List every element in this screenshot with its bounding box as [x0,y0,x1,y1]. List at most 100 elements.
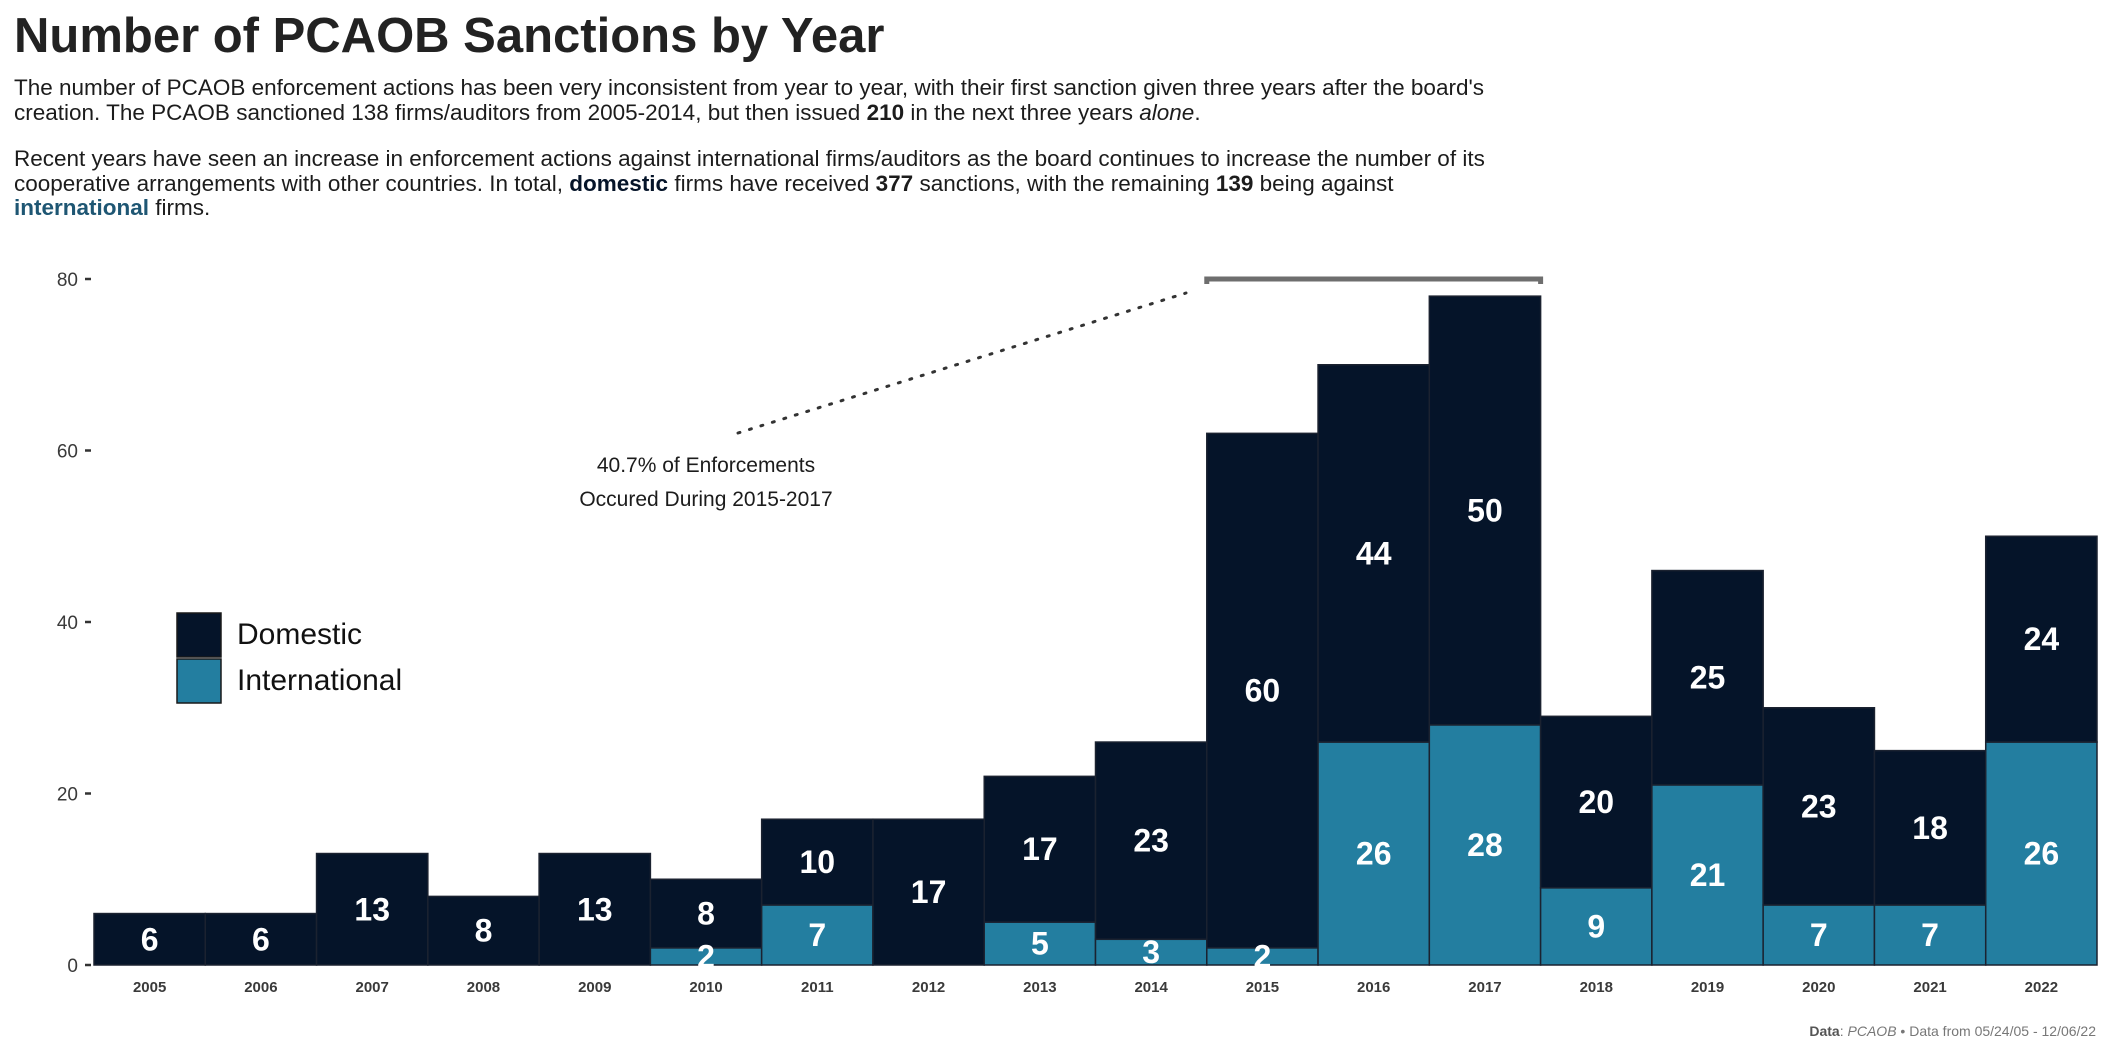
subtitle-paragraph-1: The number of PCAOB enforcement actions … [14,75,1485,125]
bar-domestic [760,818,874,906]
bar-domestic [649,878,763,949]
data-label-international: 2 [1254,938,1272,974]
data-label-domestic: 17 [911,874,947,910]
p1-line-1: The number of PCAOB enforcement actions … [14,75,1485,100]
legend-label-domestic: Domestic [237,618,362,651]
data-label-international: 2 [697,938,715,974]
data-label-international: 9 [1587,908,1605,944]
data-label-international: 7 [808,917,826,953]
annotation-bracket [1204,276,1544,284]
x-tick-label: 2016 [1357,979,1390,996]
data-label-domestic: 17 [1022,831,1058,867]
p1-line-2a: creation. The PCAOB sanctioned 138 firms… [14,99,867,125]
y-tick-label: 80 [57,270,78,291]
bar-domestic [1984,535,2098,743]
x-tick-label: 2015 [1246,979,1279,996]
x-tick-label: 2010 [689,979,722,996]
legend-label-international: International [237,664,402,697]
data-label-international: 7 [1810,917,1828,953]
p2-line-2a: cooperative arrangements with other coun… [14,170,570,196]
p2-line-3: firms. [149,195,211,220]
bar-domestic [1428,295,1542,726]
annotation-dotted-line [736,291,1188,435]
p2-line-2e: being against [1253,170,1394,196]
x-tick-label: 2017 [1468,979,1501,996]
y-tick-label: 40 [57,613,78,634]
p2-bold-international: international [14,195,150,220]
p2-bold-377: 377 [875,170,914,196]
y-tick-label: 0 [67,956,78,977]
x-tick-label: 2007 [356,979,389,996]
x-tick-label: 2014 [1134,979,1168,996]
bar-international [983,921,1097,966]
bar-domestic [93,912,207,966]
data-label-domestic: 6 [141,921,159,957]
bar-domestic [315,852,429,966]
bar-domestic [1651,569,1764,786]
data-label-international: 7 [1921,917,1939,953]
bar-international [760,904,874,966]
data-label-domestic: 8 [697,896,715,932]
annotation-line-1: 40.7% of Enforcements [597,454,815,477]
x-tick-label: 2006 [244,979,277,996]
x-tick-label: 2011 [801,979,834,996]
x-tick-label: 2012 [912,979,945,996]
x-tick-label: 2005 [133,979,166,996]
p1-bold-210: 210 [866,99,905,125]
data-label-domestic: 8 [475,913,493,949]
p1-line-2d: . [1194,99,1201,125]
x-tick-label: 2021 [1913,979,1946,996]
data-label-domestic: 18 [1912,810,1948,846]
data-label-international: 21 [1690,857,1726,893]
data-label-domestic: 24 [2024,621,2060,657]
legend-swatch-domestic [176,612,222,658]
data-label-domestic: 44 [1356,535,1392,571]
data-label-domestic: 10 [800,844,836,880]
y-tick-label: 60 [57,442,78,463]
x-tick-label: 2019 [1691,979,1724,996]
caption-sep: : [1839,1023,1848,1039]
annotation-line-2: Occured During 2015-2017 [579,488,832,511]
p1-italic-alone: alone [1139,99,1195,125]
bar-international [1984,741,2098,966]
bar-domestic [1762,707,1876,906]
bar-domestic [1873,749,1987,906]
chart-title: Number of PCAOB Sanctions by Year [14,9,885,63]
data-label-international: 3 [1142,934,1160,970]
data-caption: Data: PCAOB • Data from 05/24/05 - 12/06… [1809,1023,2096,1039]
data-label-domestic: 23 [1801,788,1837,824]
bar-domestic [204,912,318,966]
caption-rest: • Data from 05/24/05 - 12/06/22 [1896,1023,2096,1039]
data-label-domestic: 60 [1245,673,1281,709]
bar-domestic [1539,715,1653,889]
bar-domestic [872,818,985,966]
x-tick-label: 2009 [578,979,611,996]
caption-label: Data [1809,1023,1840,1039]
p2-line-2c: firms have received [668,170,876,196]
x-tick-label: 2013 [1023,979,1056,996]
legend-swatch-international [176,658,222,704]
bar-international [1651,784,1764,966]
x-tick-label: 2008 [467,979,500,996]
data-label-international: 26 [2024,836,2060,872]
data-label-domestic: 23 [1133,823,1169,859]
data-label-domestic: 13 [354,891,390,927]
bar-domestic [427,895,540,966]
data-label-domestic: 6 [252,921,270,957]
x-tick-label: 2022 [2025,979,2058,996]
data-label-domestic: 50 [1467,493,1503,529]
caption-source: PCAOB [1847,1023,1897,1039]
p1-line-2c: in the next three years [904,99,1140,125]
y-tick-label: 20 [57,785,78,806]
subtitle-paragraph-2: Recent years have seen an increase in en… [14,146,1485,221]
x-tick-label: 2018 [1580,979,1613,996]
p2-line-1: Recent years have seen an increase in en… [14,146,1485,171]
data-label-international: 28 [1467,827,1503,863]
p2-line-2d: sanctions, with the remaining [913,170,1216,196]
bar-domestic [1317,364,1431,743]
data-label-international: 5 [1031,926,1049,962]
x-tick-label: 2020 [1802,979,1835,996]
data-label-international: 26 [1356,836,1392,872]
bar-domestic [538,852,652,966]
